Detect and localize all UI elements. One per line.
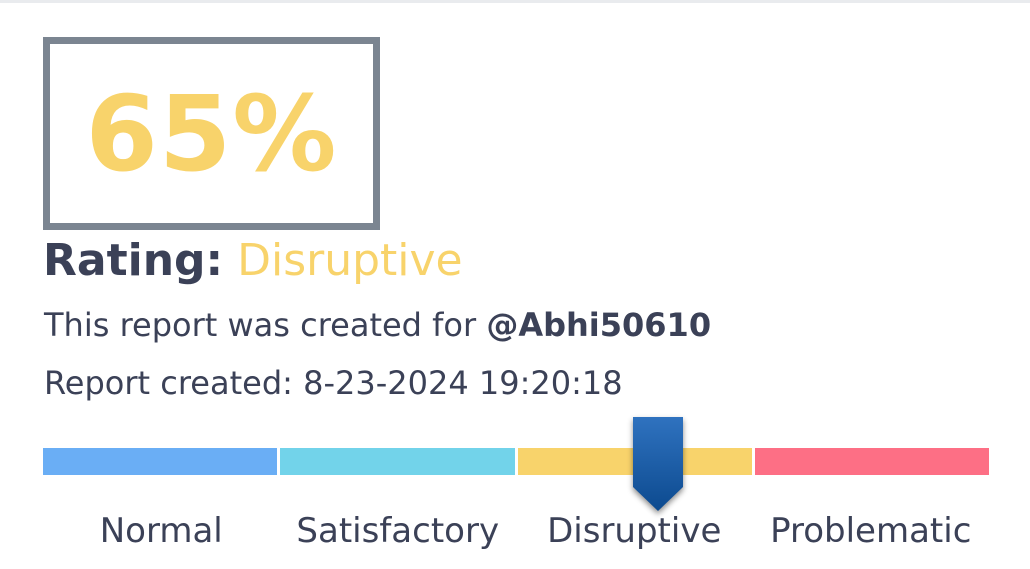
scale-label-normal: Normal bbox=[99, 511, 223, 551]
score-box: 65% bbox=[43, 37, 380, 230]
created-for-line: This report was created for @Abhi50610 bbox=[44, 305, 711, 345]
scale-label-disruptive: Disruptive bbox=[547, 511, 722, 551]
scale-segment-satisfactory bbox=[280, 448, 515, 475]
score-value: 65% bbox=[85, 72, 338, 195]
scale-segment-problematic bbox=[754, 448, 989, 475]
rating-value: Disruptive bbox=[237, 235, 463, 286]
scale-label-satisfactory: Satisfactory bbox=[296, 511, 500, 551]
scale-marker-icon bbox=[633, 417, 683, 511]
scale-labels: Normal Satisfactory Disruptive Problemat… bbox=[43, 508, 989, 554]
scale-label-problematic: Problematic bbox=[770, 511, 972, 551]
rating-label: Rating: bbox=[43, 235, 224, 286]
scale-segment-normal bbox=[43, 448, 278, 475]
report-created-timestamp: Report created: 8-23-2024 19:20:18 bbox=[44, 364, 623, 402]
rating-line: Rating: Disruptive bbox=[43, 233, 463, 289]
created-for-prefix: This report was created for bbox=[44, 306, 487, 344]
rating-scale-bar bbox=[43, 448, 989, 475]
user-handle: @Abhi50610 bbox=[486, 306, 712, 344]
top-divider bbox=[0, 0, 1030, 3]
